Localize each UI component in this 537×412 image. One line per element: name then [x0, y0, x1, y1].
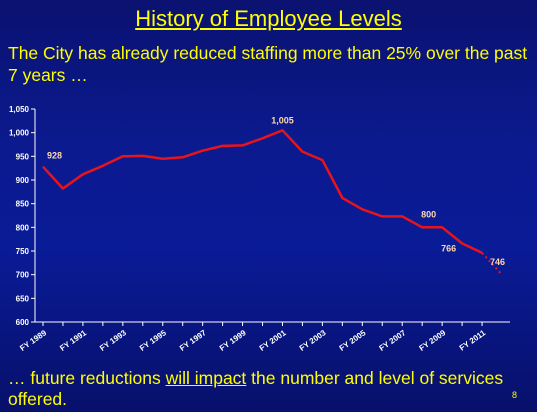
data-label: 928: [47, 151, 62, 161]
x-tick-label: FY 2005: [338, 328, 368, 353]
x-tick-label: FY 1995: [138, 328, 168, 353]
y-tick-label: 900: [16, 176, 30, 185]
x-tick-label: FY 2003: [298, 328, 328, 353]
y-tick-label: 800: [16, 223, 30, 232]
y-tick-label: 750: [16, 247, 30, 256]
x-tick-label: FY 2007: [378, 328, 408, 353]
slide-subtitle: The City has already reduced staffing mo…: [8, 43, 528, 85]
y-tick-label: 650: [16, 294, 30, 303]
data-label: 746: [490, 257, 505, 267]
x-tick-label: FY 1991: [58, 328, 88, 353]
footer-text-end: the number and level of services offered…: [8, 368, 504, 409]
y-tick-label: 850: [16, 200, 30, 209]
y-tick-label: 700: [16, 271, 30, 280]
data-label: 800: [421, 209, 436, 219]
data-label: 1,005: [271, 115, 294, 125]
y-tick-label: 1,000: [9, 129, 30, 138]
y-tick-label: 1,050: [9, 105, 30, 114]
x-tick-label: FY 1989: [18, 328, 48, 353]
slide-title: History of Employee Levels: [135, 6, 402, 31]
y-tick-label: 600: [16, 318, 30, 327]
page-number: 8: [512, 390, 518, 400]
slide-footer: … future reductions will impact the numb…: [8, 368, 508, 410]
x-tick-label: FY 1993: [98, 328, 128, 353]
data-label: 766: [441, 243, 456, 253]
series-line: [42, 129, 483, 255]
footer-text-start: … future reductions: [8, 368, 166, 388]
x-tick-label: FY 2001: [258, 328, 288, 353]
y-tick-label: 950: [16, 152, 30, 161]
x-tick-label: FY 1997: [178, 328, 208, 353]
x-tick-label: FY 2009: [417, 328, 447, 353]
footer-emphasis: will impact: [165, 368, 247, 388]
x-tick-label: FY 2011: [458, 328, 488, 353]
x-tick-label: FY 1999: [218, 328, 248, 353]
